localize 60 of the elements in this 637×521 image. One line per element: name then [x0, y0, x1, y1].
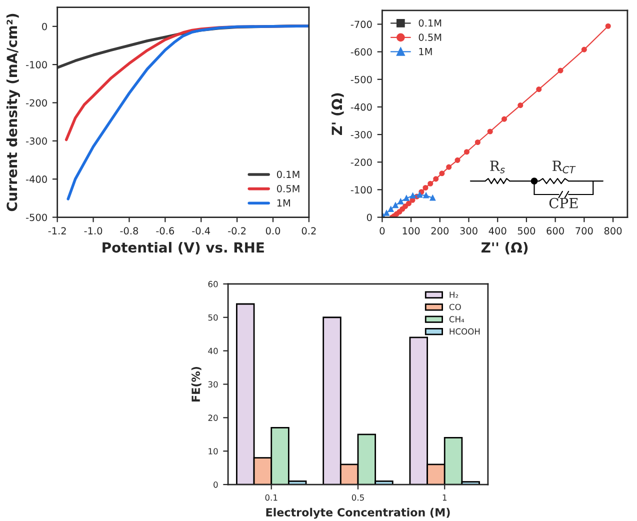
x-tick-label: 0.2: [302, 227, 316, 235]
legend-label: 1M: [419, 48, 432, 56]
legend-label: 0.1M: [276, 170, 300, 178]
legend-label: 0.5M: [418, 34, 442, 41]
legend-label: CO: [449, 304, 461, 310]
y-tick-label: -500: [350, 76, 372, 84]
y-tick-label: 60: [208, 280, 218, 288]
y-tick-label: -500: [26, 214, 47, 222]
x-tick-label: 100: [402, 227, 420, 235]
y-tick-label: -200: [350, 158, 372, 166]
y-axis-title: Current density (mA/cm²): [6, 14, 20, 212]
x-tick-label: 600: [546, 227, 564, 235]
legend-label: 0.5M: [276, 185, 300, 192]
legend-label: HCOOH: [450, 328, 480, 335]
y-tick-label: -300: [350, 131, 372, 138]
x-tick-label: 0.1: [265, 494, 278, 501]
y-tick-label: -400: [26, 176, 47, 183]
x-tick-label: 0.5: [352, 494, 364, 501]
y-tick-label: -100: [350, 186, 372, 194]
y-tick-label: 10: [208, 448, 218, 454]
y-tick-label: -700: [350, 20, 372, 28]
y-tick-label: -600: [350, 48, 372, 56]
y-tick-label: 0: [42, 22, 47, 30]
annotation: R$_{s}$: [490, 160, 505, 174]
legend-label: 1M: [277, 199, 290, 206]
x-axis-title: Electrolyte Concentration (M): [266, 508, 450, 519]
x-tick-label: -0.6: [156, 227, 174, 235]
x-tick-label: 400: [488, 227, 506, 235]
y-tick-label: 50: [208, 314, 218, 321]
y-tick-label: -200: [26, 99, 47, 107]
y-tick-label: 30: [208, 381, 218, 388]
x-tick-label: 800: [604, 227, 622, 235]
x-tick-label: 0: [380, 227, 385, 235]
annotation: CPE: [549, 198, 578, 208]
x-axis-title: Potential (V) vs. RHE: [102, 242, 264, 254]
x-tick-label: 500: [518, 227, 536, 235]
legend-label: H₂: [450, 292, 458, 298]
x-tick-label: 700: [576, 227, 593, 235]
x-axis-title: Z'' (Ω): [481, 242, 528, 254]
y-tick-label: 20: [208, 414, 218, 421]
x-tick-label: -0.4: [192, 227, 210, 235]
x-tick-label: -1.2: [48, 227, 66, 234]
x-tick-label: 0.0: [266, 227, 280, 235]
legend-label: 0.1M: [418, 19, 442, 27]
y-tick-label: -300: [26, 137, 47, 145]
x-tick-label: -1.0: [84, 227, 102, 235]
y-tick-label: -100: [26, 61, 47, 68]
x-tick-label: 1: [442, 494, 447, 501]
x-tick-label: 300: [460, 227, 478, 235]
y-tick-label: -400: [350, 103, 372, 111]
y-axis-title: Z' (Ω): [331, 93, 344, 136]
legend-label: CH₄: [449, 316, 464, 322]
y-tick-label: 40: [208, 348, 218, 354]
x-tick-label: -0.8: [120, 227, 138, 235]
x-tick-label: 200: [431, 227, 449, 235]
annotation: R$_{CT}$: [552, 160, 576, 174]
y-tick-label: 0: [366, 214, 372, 222]
y-tick-label: 0: [214, 482, 218, 488]
y-axis-title: FE(%): [191, 366, 202, 402]
x-tick-label: -0.2: [228, 227, 246, 235]
